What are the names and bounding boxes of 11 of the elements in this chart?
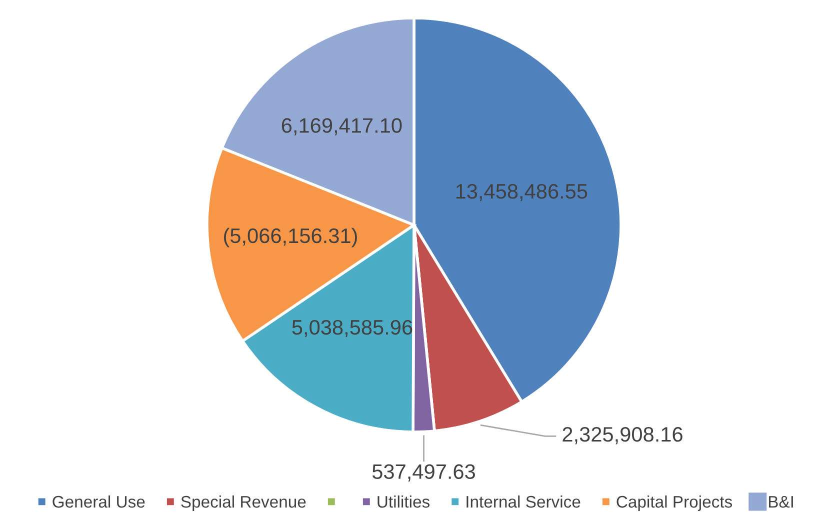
legend-label: B&I — [768, 496, 793, 508]
legend-label: Internal Service — [466, 495, 580, 508]
data-label: 537,497.63 — [372, 464, 475, 482]
legend-label: Capital Projects — [616, 495, 732, 511]
legend-label: General Use — [52, 495, 145, 508]
legend-label: Utilities — [378, 495, 430, 508]
data-label: 2,325,908.16 — [562, 426, 682, 444]
legend-label: Special Revenue — [181, 495, 306, 511]
data-label: 13,458,486.55 — [456, 184, 588, 202]
data-label: (5,066,156.31) — [224, 228, 357, 248]
data-label: 6,169,417.10 — [282, 118, 402, 136]
